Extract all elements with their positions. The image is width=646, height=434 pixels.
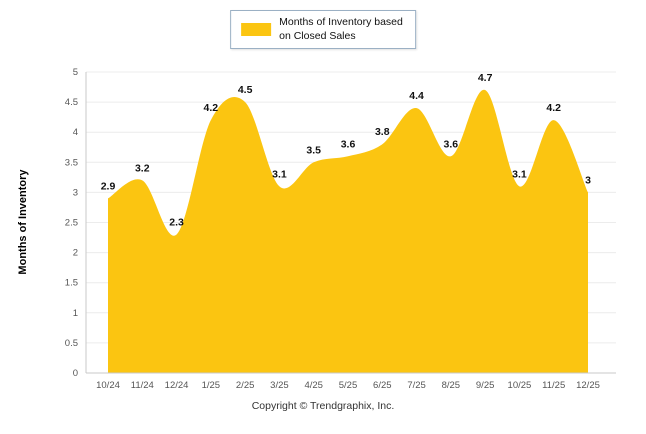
svg-text:3.2: 3.2 <box>135 162 150 174</box>
svg-text:3.1: 3.1 <box>512 168 527 180</box>
area-series <box>108 89 588 373</box>
svg-text:11/24: 11/24 <box>131 380 154 391</box>
x-axis-labels: 10/24 11/24 12/24 1/25 2/25 3/25 4/25 5/25 6/25 7… <box>96 380 600 391</box>
svg-text:12/24: 12/24 <box>165 380 189 391</box>
svg-text:1/25: 1/25 <box>202 380 221 391</box>
svg-text:3.8: 3.8 <box>375 126 390 138</box>
svg-text:3.6: 3.6 <box>341 138 356 150</box>
svg-text:9/25: 9/25 <box>476 380 495 391</box>
svg-text:1: 1 <box>73 308 78 319</box>
svg-text:11/25: 11/25 <box>542 380 565 391</box>
y-axis-labels: 0 0.5 1 1.5 2 2.5 3 3.5 4 4.5 5 <box>65 67 78 379</box>
svg-text:3.6: 3.6 <box>444 138 459 150</box>
svg-text:4.2: 4.2 <box>546 102 561 114</box>
svg-text:4.4: 4.4 <box>409 90 424 102</box>
legend-label-line2: on Closed Sales <box>279 29 356 42</box>
svg-text:2/25: 2/25 <box>236 380 255 391</box>
svg-text:3.5: 3.5 <box>306 144 321 156</box>
svg-text:5/25: 5/25 <box>339 380 358 391</box>
svg-text:1.5: 1.5 <box>65 278 78 289</box>
svg-text:3.1: 3.1 <box>272 168 287 180</box>
svg-text:4/25: 4/25 <box>304 380 323 391</box>
svg-text:2.5: 2.5 <box>65 218 78 229</box>
svg-text:5: 5 <box>73 67 78 78</box>
svg-text:4.2: 4.2 <box>204 102 219 114</box>
svg-text:2.3: 2.3 <box>169 217 184 229</box>
copyright-text: Copyright © Trendgraphix, Inc. <box>251 400 395 412</box>
svg-text:3: 3 <box>585 174 591 186</box>
svg-text:10/25: 10/25 <box>508 380 532 391</box>
svg-text:3/25: 3/25 <box>270 380 289 391</box>
data-labels: 2.9 3.2 2.3 4.2 4.5 3.1 3.5 3.6 3.8 4.4 3.6 4.7 3.1 4… <box>101 72 591 228</box>
svg-text:12/25: 12/25 <box>576 380 600 391</box>
svg-text:4.7: 4.7 <box>478 72 493 84</box>
svg-text:8/25: 8/25 <box>442 380 461 391</box>
svg-text:4.5: 4.5 <box>65 97 78 108</box>
svg-text:0.5: 0.5 <box>65 338 78 349</box>
svg-text:3: 3 <box>73 187 78 198</box>
svg-text:4: 4 <box>73 127 78 138</box>
svg-text:0: 0 <box>73 368 78 379</box>
chart-legend: Months of Inventory based on Closed Sale… <box>230 10 416 50</box>
svg-text:10/24: 10/24 <box>96 380 120 391</box>
svg-text:6/25: 6/25 <box>373 380 392 391</box>
legend-label-line1: Months of Inventory based <box>279 16 403 28</box>
svg-text:7/25: 7/25 <box>407 380 426 391</box>
svg-text:3.5: 3.5 <box>65 157 78 168</box>
legend-swatch-icon <box>241 23 272 37</box>
legend-label: Months of Inventory based on Closed Sale… <box>279 16 403 43</box>
svg-text:2: 2 <box>73 248 78 259</box>
svg-text:2.9: 2.9 <box>101 180 116 192</box>
svg-text:4.5: 4.5 <box>238 84 253 96</box>
axes <box>85 72 616 374</box>
